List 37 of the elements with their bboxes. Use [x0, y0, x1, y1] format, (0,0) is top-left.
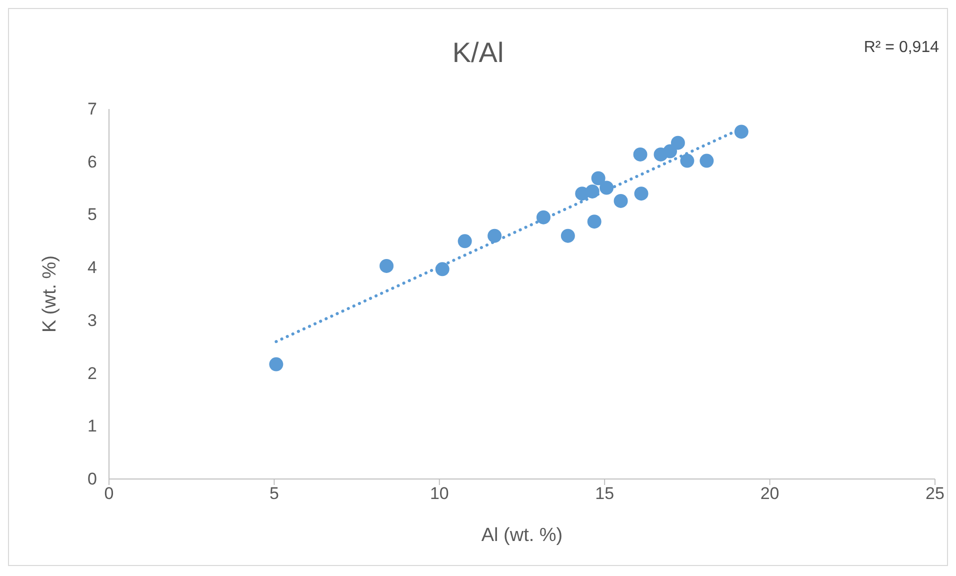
point	[591, 171, 606, 186]
point	[587, 214, 602, 229]
x-tick-label: 25	[926, 484, 944, 504]
chart-title: K/Al	[452, 37, 504, 68]
point	[585, 184, 600, 198]
point	[536, 210, 550, 224]
point	[614, 194, 628, 208]
y-tick-label: 1	[88, 416, 97, 436]
y-tick-label: 7	[88, 100, 97, 118]
x-tick-label: 10	[430, 484, 449, 504]
point	[435, 262, 450, 276]
point	[488, 228, 502, 243]
text: R² = 0,914	[864, 39, 939, 57]
y-tick-label: 0	[88, 470, 97, 488]
point	[680, 154, 694, 168]
y-tick-label: 6	[88, 152, 97, 172]
x-tick-label: 20	[760, 484, 780, 504]
point	[600, 180, 614, 195]
point	[633, 147, 648, 162]
y-axis-title: K (wt. %)	[40, 255, 61, 333]
x-tick-label: 5	[269, 484, 279, 504]
point	[670, 136, 685, 150]
point	[700, 154, 714, 168]
y-tick-label: 2	[88, 364, 97, 383]
y-tick-label: 3	[88, 310, 97, 330]
x-tick-label: 15	[595, 484, 614, 504]
point	[269, 357, 284, 372]
point	[458, 234, 472, 248]
point	[560, 228, 575, 243]
y-tick-label: 5	[88, 205, 97, 224]
y-tick-label: 4	[88, 258, 97, 278]
x-axis-title: Al (wt. %)	[481, 525, 563, 546]
point	[380, 258, 394, 273]
x-tick-label: 0	[104, 484, 114, 504]
point	[634, 186, 648, 201]
point	[663, 144, 678, 158]
point	[734, 124, 748, 139]
